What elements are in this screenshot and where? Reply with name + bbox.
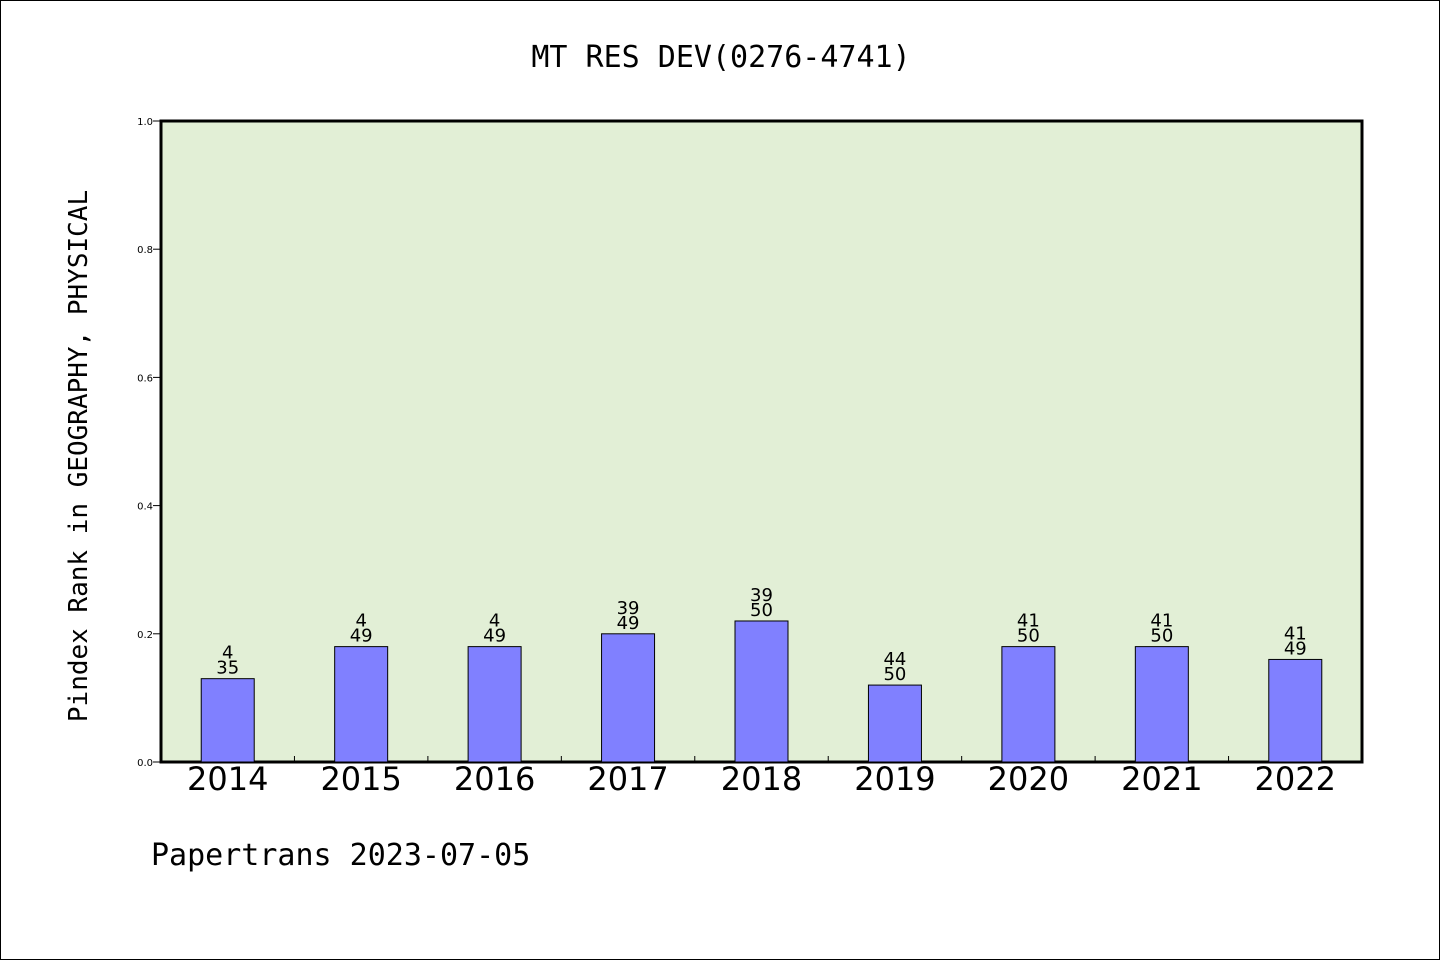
y-tick-label: 1.0 <box>137 117 153 128</box>
bar-label-total: 35 <box>216 658 239 679</box>
bar-label-rank: 4 <box>355 611 366 632</box>
bar <box>867 684 922 763</box>
x-tick-label: 2017 <box>587 760 668 798</box>
y-tick-label: 0.6 <box>137 373 153 384</box>
x-tick-label: 2019 <box>854 760 935 798</box>
bars <box>200 620 1323 763</box>
chart-title: MT RES DEV(0276-4741) <box>531 40 910 75</box>
bar-label-total: 49 <box>1284 638 1307 659</box>
y-axis-label: Pindex Rank in GEOGRAPHY, PHYSICAL <box>64 190 94 722</box>
x-tick-label: 2021 <box>1121 760 1202 798</box>
bar-label-rank: 41 <box>1150 611 1173 632</box>
bar <box>334 646 389 763</box>
y-tick-label: 0.8 <box>137 245 153 256</box>
bar-label-rank: 39 <box>617 598 640 619</box>
bar-label-total: 49 <box>617 613 640 634</box>
x-axis-ticks: 2014 2015 2016 2017 2018 2019 2020 2021 2022 <box>187 756 1336 798</box>
bar-label-total: 50 <box>1017 626 1040 647</box>
footer-text: Papertrans 2023-07-05 <box>151 838 530 873</box>
x-tick-label: 2020 <box>988 760 1069 798</box>
bar-label-total: 50 <box>1150 626 1173 647</box>
bar <box>601 633 656 763</box>
x-tick-label: 2018 <box>721 760 802 798</box>
y-tick-label: 0.4 <box>137 502 153 513</box>
bar-label-rank: 41 <box>1017 611 1040 632</box>
bar-label-total: 50 <box>883 664 906 685</box>
y-tick-label: 0.0 <box>137 758 153 769</box>
bar <box>1134 646 1189 763</box>
bar <box>200 678 255 763</box>
y-tick-label: 0.2 <box>137 630 153 641</box>
bar-label-total: 50 <box>750 600 773 621</box>
bar-label-rank: 41 <box>1284 623 1307 644</box>
bar-label-rank: 44 <box>883 649 906 670</box>
bar <box>734 620 789 763</box>
bar-label-total: 49 <box>350 626 373 647</box>
x-tick-label: 2022 <box>1255 760 1336 798</box>
bar-label-rank: 4 <box>489 611 500 632</box>
bar <box>1268 658 1323 763</box>
bar-label-rank: 4 <box>222 643 233 664</box>
bar-label-rank: 39 <box>750 585 773 606</box>
x-tick-label: 2014 <box>187 760 268 798</box>
bar <box>1001 646 1056 763</box>
x-tick-label: 2015 <box>320 760 401 798</box>
bar-label-total: 49 <box>483 626 506 647</box>
x-tick-label: 2016 <box>454 760 535 798</box>
bar <box>467 646 522 763</box>
y-axis-ticks: 0.0 0.2 0.4 0.6 0.8 1.0 <box>137 117 161 769</box>
